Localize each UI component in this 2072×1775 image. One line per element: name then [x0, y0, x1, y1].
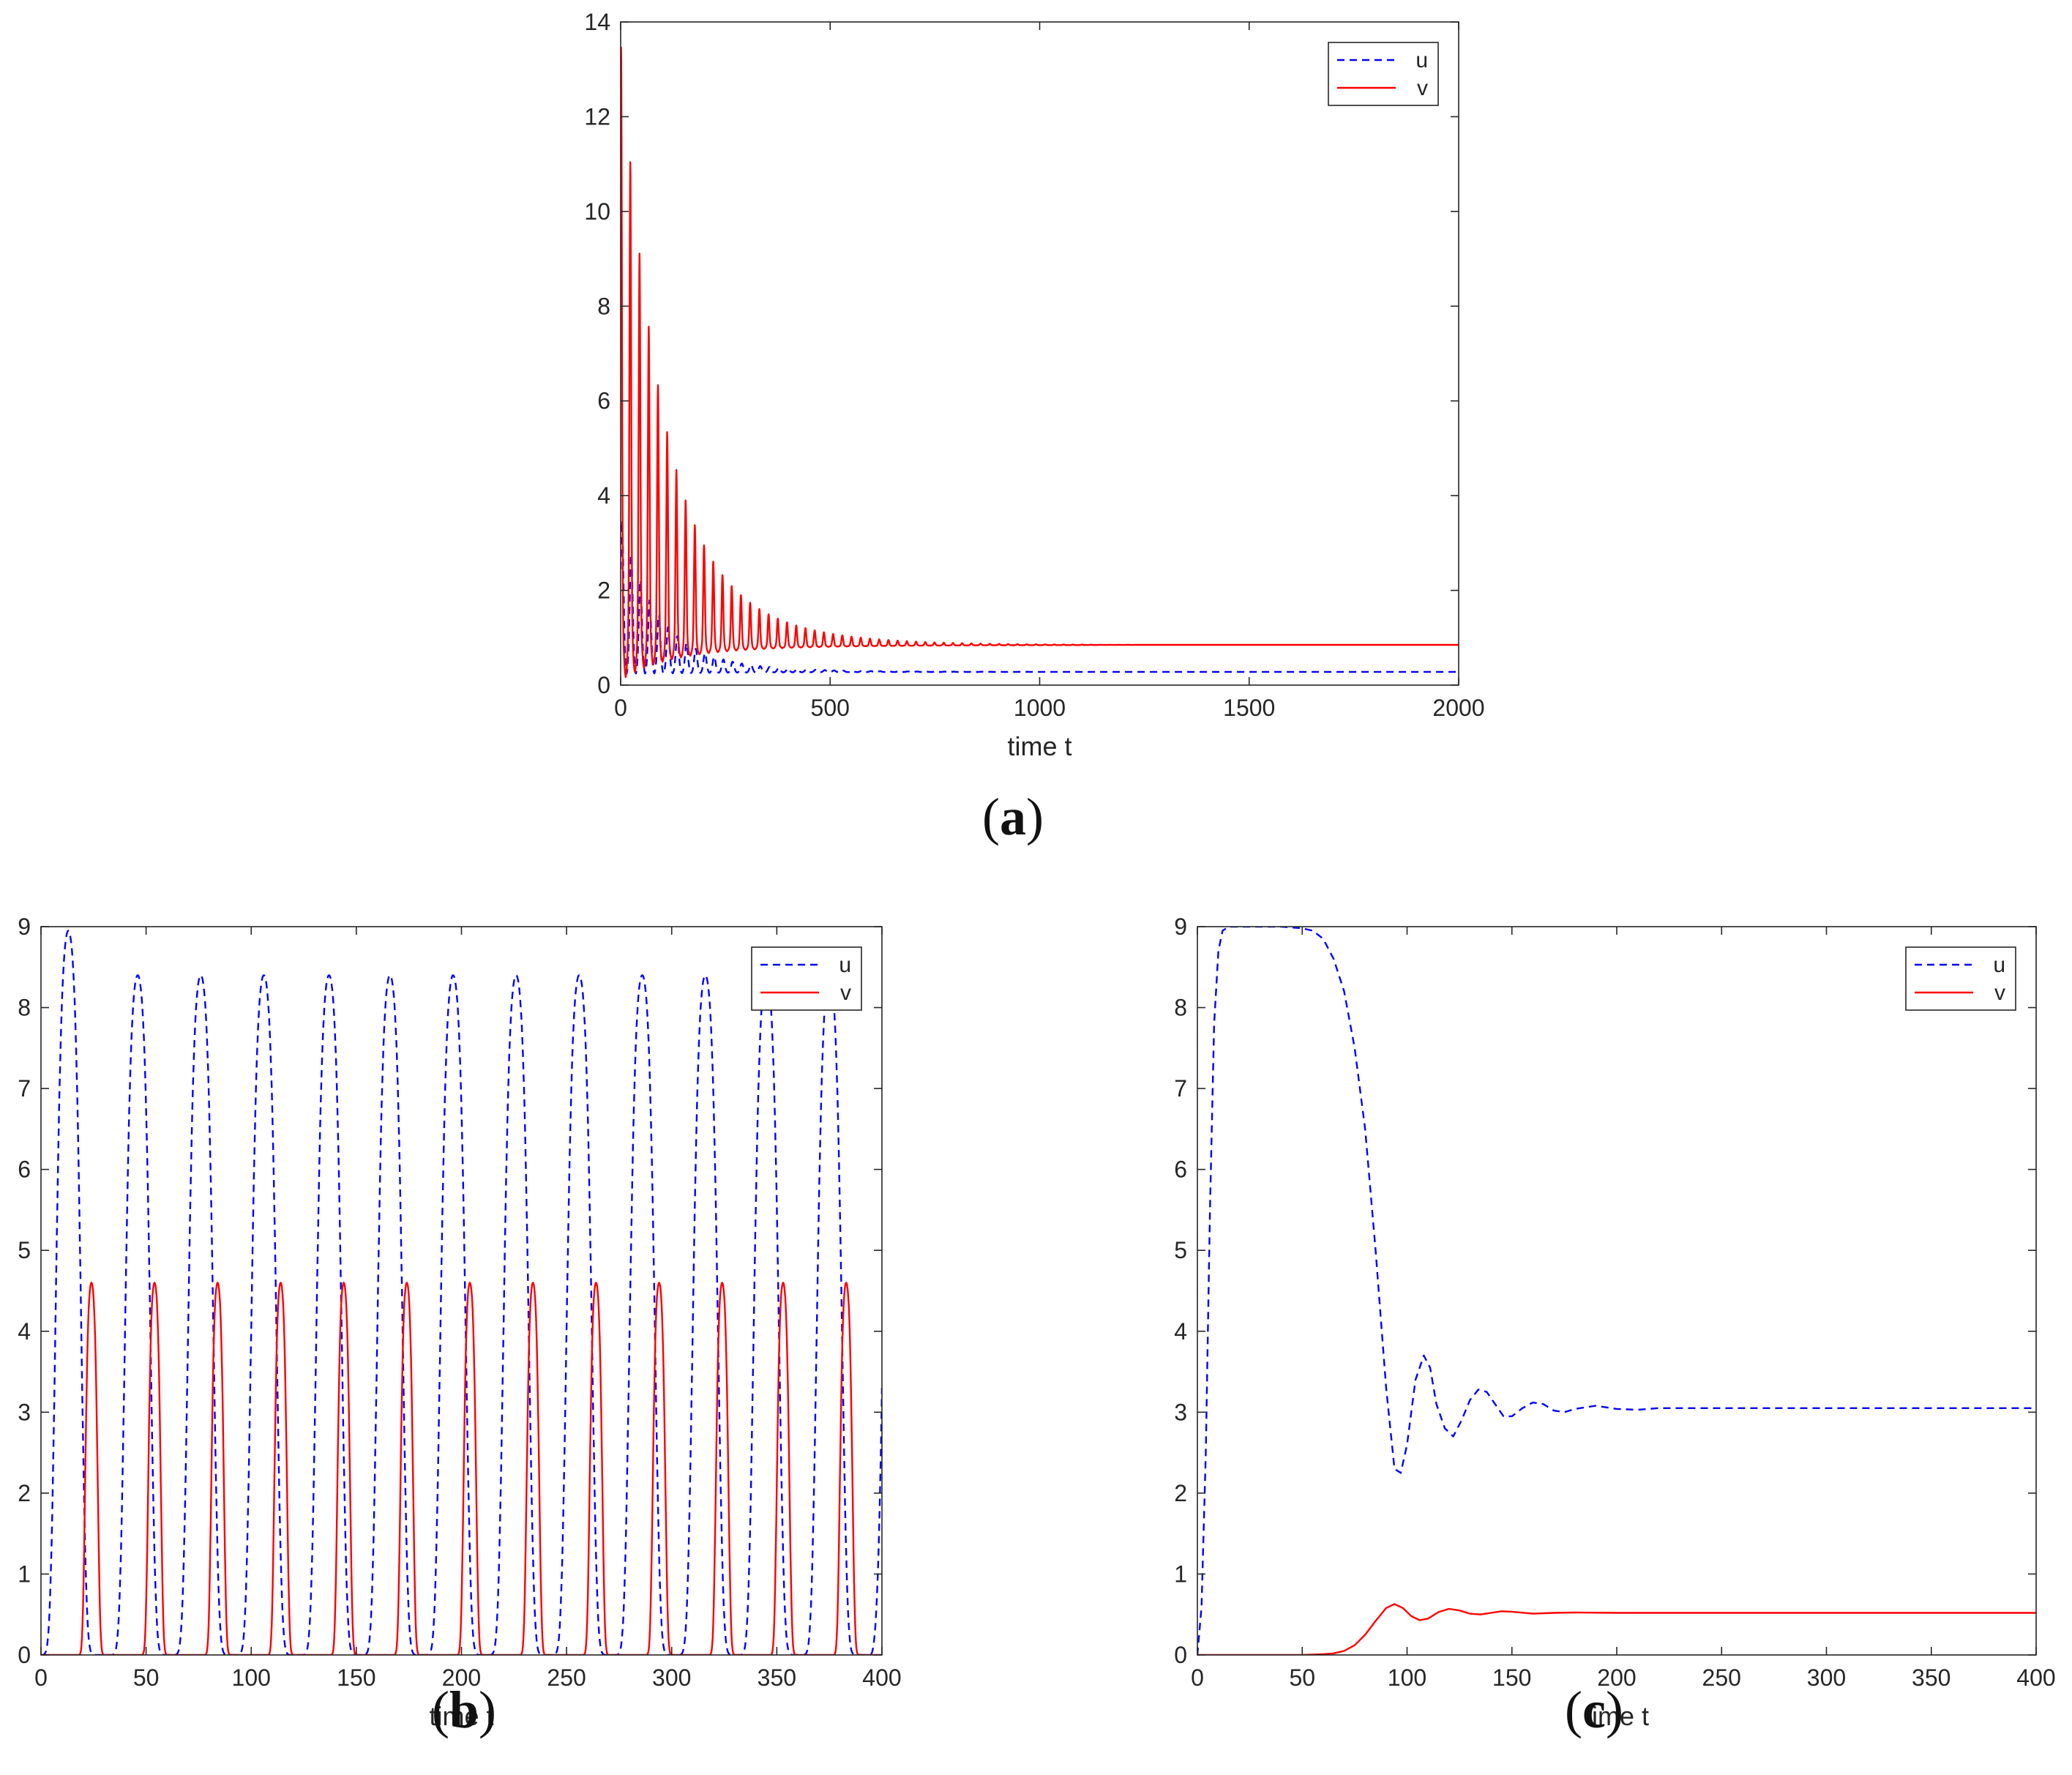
- chart-panel-b: 0 50 100 150 200 250 300 350 400 0 1 2 3 4 5 6 7 8 9 time t…: [0, 886, 951, 1731]
- y-tick-label: 8: [1174, 995, 1187, 1021]
- x-tick-label: 250: [1702, 1664, 1741, 1691]
- legend-label-v: v: [1994, 981, 2005, 1005]
- x-tick-label: 300: [652, 1664, 691, 1691]
- y-tick-label: 0: [597, 672, 610, 698]
- x-axis-label: time t: [1007, 731, 1071, 761]
- y-tick-label: 9: [18, 913, 31, 940]
- y-tick-label: 4: [597, 482, 610, 509]
- x-tick-label: 0: [614, 695, 627, 721]
- y-tick-label: 6: [597, 388, 610, 414]
- panel-label-c-letter: c: [1582, 1681, 1606, 1739]
- plot-area-frame: [620, 21, 1459, 686]
- plot-area-frame: [40, 926, 883, 1656]
- legend-label-v: v: [1417, 76, 1428, 100]
- legend: uv: [1328, 42, 1439, 106]
- x-tick-label: 200: [1597, 1664, 1636, 1691]
- series-group-c: [1197, 927, 2036, 1655]
- x-tick-label: 1000: [1014, 695, 1066, 721]
- legend-box: [1328, 42, 1439, 106]
- line-chart-b: 0 50 100 150 200 250 300 350 400 0 1 2 3 4 5 6 7 8 9 time t…: [18, 913, 901, 1731]
- legend-label-u: u: [1993, 953, 2005, 977]
- legend: uv: [751, 946, 862, 1011]
- y-tick-label: 10: [584, 198, 610, 225]
- y-tick-label: 0: [18, 1642, 31, 1668]
- y-tick-label: 0: [1174, 1642, 1187, 1668]
- y-tick-label: 5: [18, 1237, 31, 1263]
- plot-area-frame: [1197, 926, 2037, 1656]
- x-tick-label: 50: [133, 1664, 160, 1691]
- y-tick-label: 7: [18, 1075, 31, 1102]
- y-tick-label: 8: [18, 995, 31, 1021]
- x-tick-label: 100: [232, 1664, 271, 1691]
- y-tick-label: 1: [1174, 1561, 1187, 1587]
- legend-label-v: v: [840, 981, 851, 1005]
- y-tick-label: 4: [1174, 1318, 1187, 1345]
- y-tick-label: 6: [1174, 1156, 1187, 1183]
- panel-label-a-letter: a: [1000, 788, 1026, 846]
- x-axis-label: time t: [429, 1701, 493, 1731]
- panel-label-b-letter: b: [449, 1681, 479, 1739]
- x-tick-label: 2000: [1432, 695, 1484, 721]
- series-line-v: [1197, 1603, 2036, 1655]
- y-tick-label: 2: [597, 578, 610, 604]
- series-line-u: [1197, 927, 2036, 1655]
- x-tick-label: 250: [547, 1664, 586, 1691]
- y-tick-label: 3: [18, 1399, 31, 1425]
- x-tick-label: 0: [1191, 1664, 1204, 1691]
- chart-panel-c: 0 50 100 150 200 250 300 350 400 0 1 2 3 4 5 6 7 8 9 time t…: [1134, 886, 2072, 1731]
- panel-label-b: (b): [431, 1681, 496, 1739]
- x-tick-label: 500: [811, 695, 850, 721]
- x-tick-label: 200: [442, 1664, 481, 1691]
- y-tick-label: 3: [1174, 1399, 1187, 1425]
- y-tick-label: 9: [1174, 913, 1187, 940]
- y-tick-label: 7: [1174, 1075, 1187, 1102]
- x-tick-label: 100: [1388, 1664, 1426, 1691]
- x-tick-label: 1500: [1223, 695, 1275, 721]
- x-tick-label: 0: [34, 1664, 48, 1691]
- x-axis-label: time t: [1585, 1701, 1649, 1731]
- y-tick-label: 5: [1174, 1237, 1187, 1263]
- series-group-b: [41, 930, 882, 1655]
- legend-box: [1905, 946, 2016, 1011]
- panel-label-a: (a): [982, 788, 1044, 846]
- series-line-v: [41, 1282, 882, 1655]
- y-tick-label: 1: [18, 1561, 31, 1587]
- x-tick-label: 150: [337, 1664, 375, 1691]
- x-tick-label: 50: [1289, 1664, 1315, 1691]
- line-chart-c: 0 50 100 150 200 250 300 350 400 0 1 2 3 4 5 6 7 8 9 time t…: [1174, 913, 2055, 1731]
- legend-label-u: u: [839, 953, 851, 977]
- x-tick-label: 300: [1807, 1664, 1846, 1691]
- series-group-a: [621, 46, 1459, 679]
- legend: uv: [1905, 946, 2016, 1011]
- y-tick-label: 14: [584, 9, 610, 35]
- panel-label-c: (c): [1565, 1681, 1623, 1739]
- y-tick-label: 6: [18, 1156, 31, 1183]
- legend-label-u: u: [1415, 48, 1428, 72]
- y-tick-label: 4: [18, 1318, 31, 1345]
- legend-box: [751, 946, 862, 1011]
- x-tick-label: 400: [862, 1664, 901, 1691]
- y-tick-label: 8: [597, 293, 610, 319]
- x-tick-label: 400: [2016, 1664, 2055, 1691]
- series-line-v: [621, 46, 1459, 679]
- series-line-u: [41, 930, 882, 1655]
- y-tick-label: 2: [1174, 1480, 1187, 1506]
- series-line-u: [621, 519, 1459, 675]
- x-tick-label: 150: [1492, 1664, 1531, 1691]
- x-tick-label: 350: [758, 1664, 796, 1691]
- y-tick-label: 2: [18, 1480, 31, 1506]
- line-chart-a: 0 500 1000 1500 2000 0 2 4 6 8 10 12 14 time t uv: [584, 9, 1484, 761]
- x-tick-label: 350: [1912, 1664, 1951, 1691]
- y-tick-label: 12: [584, 103, 610, 130]
